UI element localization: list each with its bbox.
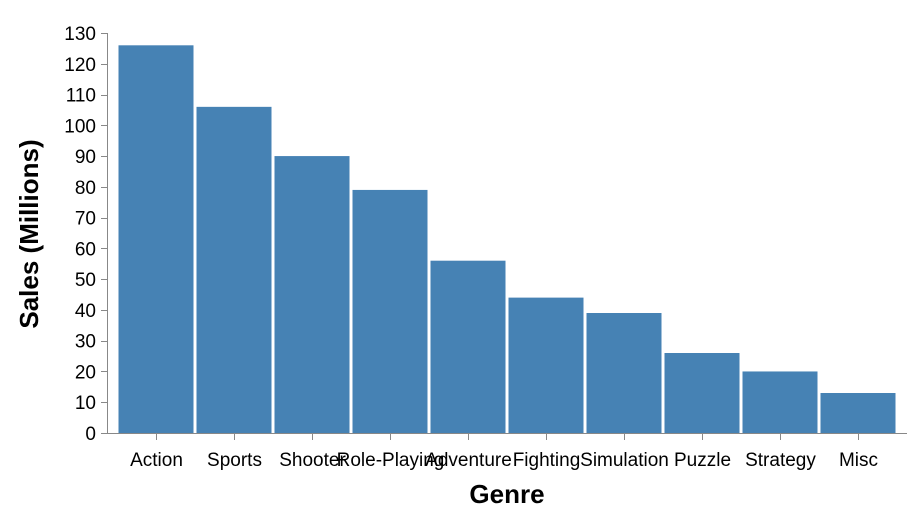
x-tick-label: Puzzle: [674, 450, 731, 471]
y-tick-label: 50: [75, 270, 96, 291]
y-tick-label: 60: [75, 239, 96, 260]
y-tick-label: 0: [85, 424, 96, 445]
y-tick-label: 80: [75, 178, 96, 199]
bar-simulation: [586, 313, 662, 433]
bar-puzzle: [664, 353, 740, 433]
x-tick-label: Sports: [207, 450, 262, 471]
x-tick-label: Misc: [839, 450, 878, 471]
y-tick-label: 130: [64, 24, 96, 45]
y-axis-title: Sales (Millions): [14, 139, 44, 328]
bar-sports: [196, 106, 272, 433]
y-tick-label: 70: [75, 209, 96, 230]
y-tick-label: 110: [66, 86, 96, 107]
x-tick-label: Role-Playing: [337, 450, 445, 471]
x-tick-label: Adventure: [425, 450, 512, 471]
x-axis-title: Genre: [469, 479, 544, 509]
y-tick-label: 40: [75, 301, 96, 322]
x-tick-label: Strategy: [745, 450, 816, 471]
y-tick-label: 90: [75, 147, 96, 168]
y-tick-label: 10: [75, 393, 96, 414]
bar-shooter: [274, 156, 350, 434]
x-tick-label: Simulation: [580, 450, 669, 471]
bar-fighting: [508, 297, 584, 433]
bar-misc: [820, 393, 896, 433]
y-tick-label: 30: [75, 332, 96, 353]
bars-group: [118, 45, 896, 434]
bar-role-playing: [352, 189, 428, 433]
x-axis: Action Sports ShooterRole-PlayingAdventure…: [107, 433, 907, 471]
bar-action: [118, 45, 194, 434]
x-tick-label: Shooter: [279, 450, 346, 471]
y-axis: 0 10 20 30 40 50 60 70 80 90 100 110 120 130: [64, 24, 108, 445]
x-tick-label: Action: [130, 450, 183, 471]
y-tick-label: 120: [64, 55, 96, 76]
x-tick-label: Fighting: [513, 450, 581, 471]
y-tick-label: 100: [64, 116, 96, 137]
bar-adventure: [430, 260, 506, 433]
y-tick-label: 20: [75, 362, 96, 383]
bar-strategy: [742, 371, 818, 433]
